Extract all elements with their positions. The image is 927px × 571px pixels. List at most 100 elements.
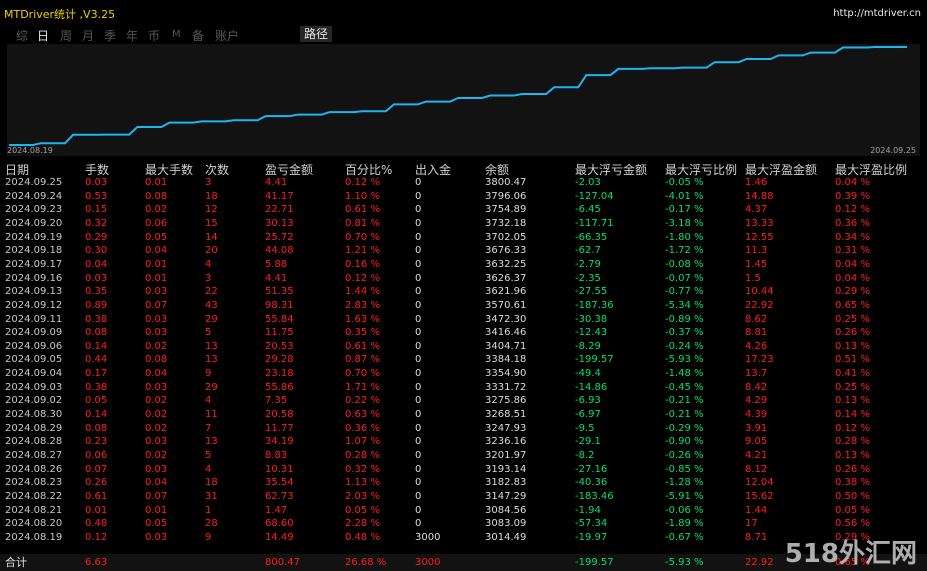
table-row[interactable]: 2024.09.06 0.14 0.02 13 20.53 0.61 % 0 3404.71 -… [0, 340, 927, 353]
col-max-float-profit-pct[interactable]: 最大浮盈比例 [835, 163, 908, 177]
tab-currency[interactable]: 币 [148, 29, 161, 43]
total-max-float-loss: -199.57 [575, 557, 614, 568]
cell-percent: 1.63 % [345, 313, 380, 325]
col-date[interactable]: 日期 [5, 163, 30, 177]
cell-deposit: 0 [415, 463, 422, 475]
cell-balance: 3416.46 [485, 327, 527, 339]
site-link[interactable]: http://mtdriver.cn [833, 8, 921, 19]
cell-max-lots: 0.06 [145, 217, 168, 229]
table-row[interactable]: 2024.09.20 0.32 0.06 15 30.13 0.81 % 0 3732.18 -… [0, 217, 927, 230]
cell-max-lots: 0.07 [145, 490, 168, 502]
table-row[interactable]: 2024.09.16 0.03 0.01 3 4.41 0.12 % 0 3626.37 -2.… [0, 272, 927, 285]
col-max-float-loss-pct[interactable]: 最大浮亏比例 [665, 163, 738, 177]
cell-max-lots: 0.03 [145, 313, 168, 325]
cell-date: 2024.09.13 [5, 286, 63, 298]
tab-week[interactable]: 周 [60, 29, 73, 43]
cell-max-float-profit-pct: 0.12 % [835, 422, 870, 434]
cell-pnl: 55.84 [265, 313, 294, 325]
table-row[interactable]: 2024.08.23 0.26 0.04 18 35.54 1.13 % 0 3182.83 -… [0, 476, 927, 489]
col-pnl[interactable]: 盈亏金额 [265, 163, 314, 177]
cell-balance: 3275.86 [485, 395, 527, 407]
table-row[interactable]: 2024.08.19 0.12 0.03 9 14.49 0.48 % 3000 3014.4… [0, 531, 927, 544]
cell-max-float-loss-pct: -0.67 % [665, 531, 704, 543]
cell-trades: 9 [205, 531, 212, 543]
table-row[interactable]: 2024.09.19 0.29 0.05 14 25.72 0.70 % 0 3702.05 -… [0, 231, 927, 244]
table-row[interactable]: 2024.08.26 0.07 0.03 4 10.31 0.32 % 0 3193.14 -2… [0, 463, 927, 476]
tab-quarter[interactable]: 季 [104, 29, 117, 43]
col-balance[interactable]: 余额 [485, 163, 510, 177]
cell-balance: 3632.25 [485, 258, 527, 270]
cell-trades: 4 [205, 395, 212, 407]
tab-year[interactable]: 年 [126, 29, 139, 43]
cell-date: 2024.09.16 [5, 272, 63, 284]
cell-max-lots: 0.02 [145, 409, 168, 421]
table-row[interactable]: 2024.09.12 0.89 0.07 43 98.31 2.83 % 0 3570.61 -… [0, 299, 927, 312]
col-max-lots[interactable]: 最大手数 [145, 163, 194, 177]
table-row[interactable]: 2024.08.27 0.06 0.02 5 8.83 0.28 % 0 3201.97 -8.… [0, 449, 927, 462]
cell-max-lots: 0.02 [145, 450, 168, 461]
cell-trades: 18 [205, 477, 218, 489]
cell-max-lots: 0.03 [145, 531, 168, 543]
table-row[interactable]: 2024.08.21 0.01 0.01 1 1.47 0.05 % 0 3084.56 -1.… [0, 504, 927, 517]
cell-lots: 0.14 [85, 409, 108, 421]
table-row[interactable]: 2024.09.02 0.05 0.02 4 7.35 0.22 % 0 3275.86 -6.… [0, 394, 927, 407]
table-row[interactable]: 2024.09.04 0.17 0.04 9 23.18 0.70 % 0 3354.90 -4… [0, 367, 927, 380]
table-row[interactable]: 2024.09.11 0.38 0.03 29 55.84 1.63 % 0 3472.30 -… [0, 313, 927, 326]
cell-max-float-loss-pct: -0.29 % [665, 422, 704, 434]
cell-max-float-profit-pct: 0.50 % [835, 490, 870, 502]
table-row[interactable]: 2024.09.25 0.03 0.01 3 4.41 0.12 % 0 3800.47 -2.… [0, 176, 927, 189]
tab-m[interactable]: M [172, 29, 181, 40]
cell-balance: 3732.18 [485, 217, 527, 229]
cell-max-float-profit: 22.92 [745, 299, 774, 311]
cell-trades: 43 [205, 299, 218, 311]
table-row[interactable]: 2024.09.23 0.15 0.02 12 22.71 0.61 % 0 3754.89 -… [0, 203, 927, 216]
col-deposit[interactable]: 出入金 [415, 163, 452, 177]
table-row[interactable]: 2024.09.24 0.53 0.08 18 41.17 1.10 % 0 3796.06 -… [0, 190, 927, 203]
total-label: 合计 [5, 556, 27, 569]
cell-pnl: 25.72 [265, 231, 294, 243]
cell-date: 2024.09.03 [5, 381, 63, 393]
tab-day[interactable]: 日 [37, 29, 50, 43]
cell-max-float-profit-pct: 0.36 % [835, 217, 870, 229]
tab-route[interactable]: 路径 [300, 26, 333, 42]
table-row[interactable]: 2024.08.29 0.08 0.02 7 11.77 0.36 % 0 3247.93 -9… [0, 422, 927, 435]
col-lots[interactable]: 手数 [85, 163, 110, 177]
cell-max-float-profit: 13.33 [745, 217, 774, 229]
table-row[interactable]: 2024.09.18 0.30 0.04 20 44.08 1.21 % 0 3676.33 -… [0, 244, 927, 257]
table-row[interactable]: 2024.08.20 0.48 0.05 28 68.60 2.28 % 0 3083.09 -… [0, 517, 927, 530]
cell-max-float-profit: 1.45 [745, 258, 768, 270]
cell-date: 2024.09.25 [5, 177, 63, 188]
cell-max-float-loss: -8.2 [575, 450, 595, 461]
cell-percent: 0.63 % [345, 409, 380, 421]
cell-lots: 0.53 [85, 190, 108, 202]
cell-deposit: 0 [415, 231, 422, 243]
tab-note[interactable]: 备 [192, 29, 205, 43]
total-percent: 26.68 % [345, 557, 387, 568]
tab-month[interactable]: 月 [82, 29, 95, 43]
cell-date: 2024.08.27 [5, 450, 63, 461]
cell-lots: 0.44 [85, 354, 108, 366]
cell-deposit: 0 [415, 313, 422, 325]
col-percent[interactable]: 百分比% [345, 163, 393, 177]
cell-max-float-loss-pct: -1.89 % [665, 518, 704, 530]
cell-deposit: 0 [415, 490, 422, 502]
tab-summary[interactable]: 综 [16, 29, 29, 43]
table-row[interactable]: 2024.08.28 0.23 0.03 13 34.19 1.07 % 0 3236.16 -… [0, 435, 927, 448]
table-row[interactable]: 2024.09.03 0.38 0.03 29 55.86 1.71 % 0 3331.72 -… [0, 381, 927, 394]
cell-percent: 0.81 % [345, 217, 380, 229]
cell-max-float-profit: 4.37 [745, 204, 768, 216]
table-row[interactable]: 2024.09.09 0.08 0.03 5 11.75 0.35 % 0 3416.46 -1… [0, 326, 927, 339]
table-row[interactable]: 2024.09.05 0.44 0.08 13 29.28 0.87 % 0 3384.18 -… [0, 353, 927, 366]
table-row[interactable]: 2024.09.17 0.04 0.01 4 5.88 0.16 % 0 3632.25 -2.… [0, 258, 927, 271]
table-row[interactable]: 2024.09.13 0.35 0.03 22 51.35 1.44 % 0 3621.96 -… [0, 285, 927, 298]
col-trades[interactable]: 次数 [205, 163, 230, 177]
cell-date: 2024.08.28 [5, 436, 63, 448]
col-max-float-loss[interactable]: 最大浮亏金额 [575, 163, 648, 177]
cell-pnl: 98.31 [265, 299, 294, 311]
table-row[interactable]: 2024.08.30 0.14 0.02 11 20.58 0.63 % 0 3268.51 -… [0, 408, 927, 421]
tab-account[interactable]: 账户 [215, 29, 240, 43]
table-row[interactable]: 2024.08.22 0.61 0.07 31 62.73 2.03 % 0 3147.29 -… [0, 490, 927, 503]
cell-max-float-loss: -2.79 [575, 258, 601, 270]
cell-deposit: 0 [415, 286, 422, 298]
col-max-float-profit[interactable]: 最大浮盈金额 [745, 163, 818, 177]
